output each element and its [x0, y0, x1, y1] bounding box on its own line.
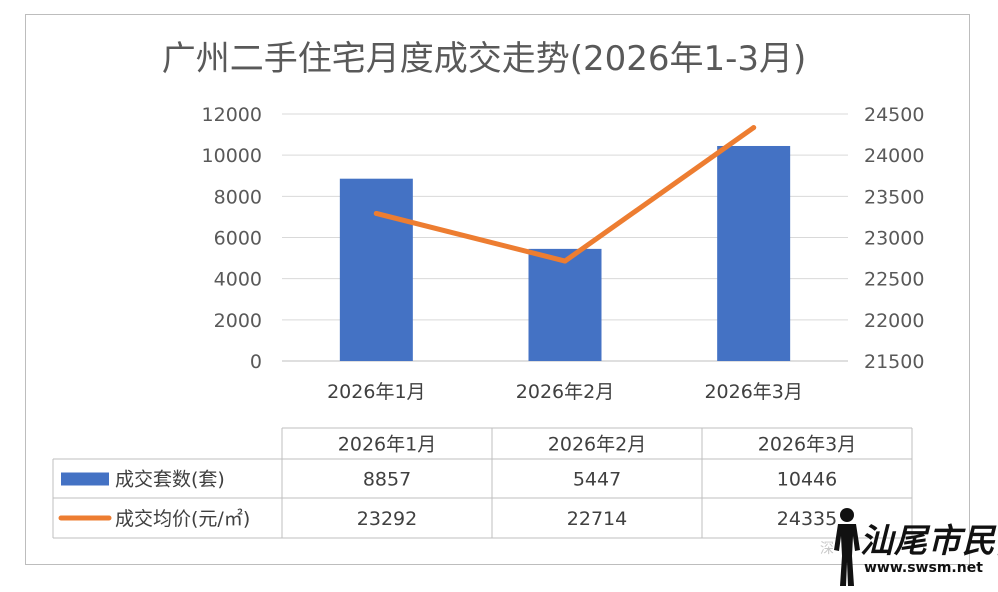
bar-series	[339, 145, 791, 361]
bar	[717, 145, 791, 361]
watermark-brand: 汕尾市民网	[860, 521, 998, 560]
table-value-cell: 8857	[363, 469, 411, 491]
category-label: 2026年1月	[327, 381, 425, 403]
bar	[528, 248, 602, 361]
table-row-label: 成交均价(元/㎡)	[115, 507, 250, 530]
left-tick-label: 0	[250, 351, 262, 373]
table-value-cell: 10446	[777, 469, 837, 491]
left-tick-label: 4000	[214, 269, 262, 291]
line-point	[562, 258, 568, 264]
right-tick-label: 22500	[864, 269, 924, 291]
bar	[339, 178, 413, 361]
left-tick-label: 10000	[202, 145, 262, 167]
table-value-cell: 5447	[573, 469, 621, 491]
legend-bar-key	[61, 472, 109, 486]
left-tick-label: 12000	[202, 104, 262, 126]
left-tick-label: 6000	[214, 228, 262, 250]
category-labels: 2026年1月 2026年2月 2026年3月	[327, 381, 803, 403]
table-header-cell: 2026年3月	[758, 434, 856, 456]
left-axis-ticks: 0 2000 4000 6000 8000 10000 12000	[202, 104, 262, 373]
table-value-cell: 24335	[777, 508, 837, 530]
series-line	[373, 125, 757, 264]
table-header-cell: 2026年2月	[548, 434, 646, 456]
left-tick-label: 2000	[214, 310, 262, 332]
watermark-url: www.swsm.net	[864, 560, 983, 576]
person-silhouette-icon	[834, 508, 860, 586]
line-series	[373, 125, 757, 264]
faint-watermark-text: 深	[820, 541, 834, 557]
table-value-cell: 22714	[567, 508, 627, 530]
line-point	[751, 125, 757, 131]
table-row-label: 成交套数(套)	[115, 469, 225, 491]
left-tick-label: 8000	[214, 186, 262, 208]
right-tick-label: 21500	[864, 351, 924, 373]
chart-title: 广州二手住宅月度成交走势(2026年1-3月)	[162, 39, 807, 79]
table-value-cell: 23292	[357, 508, 417, 530]
category-label: 2026年2月	[516, 381, 614, 403]
line-point	[373, 210, 379, 216]
table-header-cell: 2026年1月	[338, 434, 436, 456]
right-tick-label: 24500	[864, 104, 924, 126]
right-tick-label: 24000	[864, 145, 924, 167]
site-watermark: 汕尾市民网 www.swsm.net	[830, 506, 998, 588]
chart-frame	[25, 14, 970, 565]
right-tick-label: 22000	[864, 310, 924, 332]
right-tick-label: 23000	[864, 228, 924, 250]
right-axis-ticks: 21500 22000 22500 23000 23500 24000 24500	[864, 104, 924, 373]
category-label: 2026年3月	[704, 381, 802, 403]
right-tick-label: 23500	[864, 186, 924, 208]
